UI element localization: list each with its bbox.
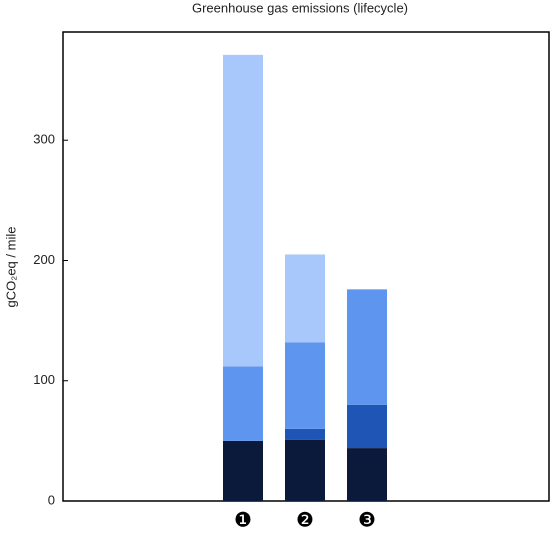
y-tick-label: 0 — [48, 492, 55, 507]
bar-segment — [285, 428, 325, 440]
y-tick-label: 100 — [33, 372, 55, 387]
bar-segment — [347, 404, 387, 449]
x-tick-label: ❷ — [296, 508, 314, 532]
y-tick-label: 200 — [33, 252, 55, 267]
bar-segment — [347, 289, 387, 405]
bar-segment — [285, 439, 325, 501]
bar-segment — [285, 342, 325, 429]
bar-segment — [347, 448, 387, 501]
x-tick-label: ❶ — [234, 508, 252, 532]
bar-segment — [285, 254, 325, 343]
y-tick-label: 300 — [33, 132, 55, 147]
bar-segment — [223, 440, 263, 501]
y-axis-label: gCO₂eq / mile — [3, 227, 18, 308]
x-tick-label: ❸ — [358, 508, 376, 532]
bar-segment — [223, 54, 263, 367]
chart-title: Greenhouse gas emissions (lifecycle) — [192, 0, 408, 15]
bar-segment — [223, 366, 263, 441]
